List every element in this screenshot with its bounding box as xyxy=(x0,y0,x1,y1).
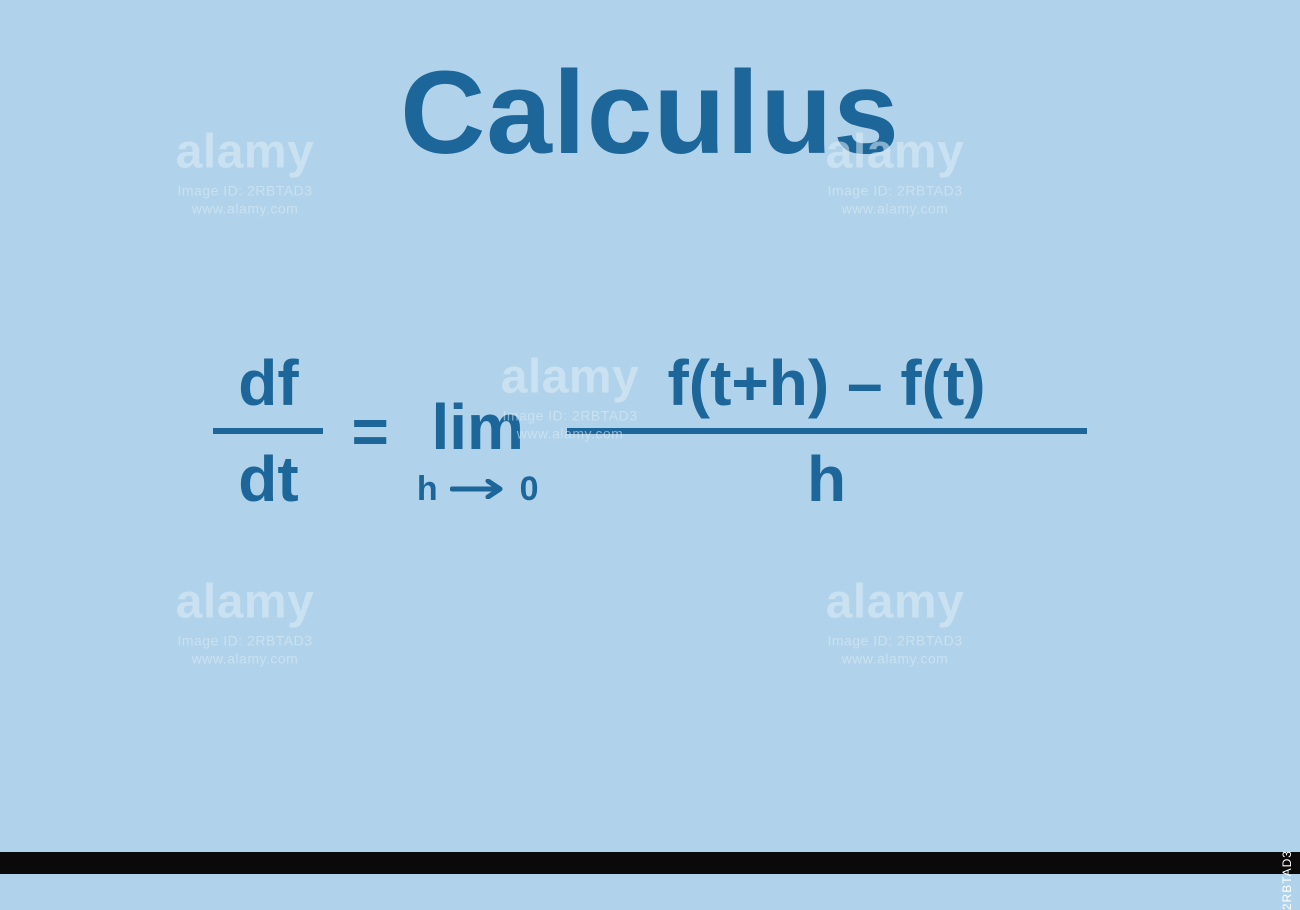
left-denominator: dt xyxy=(238,442,298,516)
footer-bar xyxy=(0,852,1300,874)
derivative-formula: df dt = lim h 0 f(t+h) – f(t) h xyxy=(213,346,1086,516)
watermark: alamyImage ID: 2RBTAD3 www.alamy.com xyxy=(826,123,965,218)
right-fraction-bar xyxy=(567,428,1087,434)
left-fraction: df dt xyxy=(213,346,323,516)
watermark-sub: Image ID: 2RBTAD3 www.alamy.com xyxy=(826,183,965,218)
watermark: alamyImage ID: 2RBTAD3 www.alamy.com xyxy=(501,348,640,443)
watermark: alamyImage ID: 2RBTAD3 www.alamy.com xyxy=(826,573,965,668)
equals-sign: = xyxy=(351,394,388,468)
watermark-sub: Image ID: 2RBTAD3 www.alamy.com xyxy=(176,633,315,668)
watermark-sub: Image ID: 2RBTAD3 www.alamy.com xyxy=(501,408,640,443)
left-fraction-bar xyxy=(213,428,323,434)
left-numerator: df xyxy=(238,346,298,420)
right-numerator: f(t+h) – f(t) xyxy=(667,346,985,420)
watermark: alamyImage ID: 2RBTAD3 www.alamy.com xyxy=(176,123,315,218)
limit-var: h xyxy=(417,470,438,509)
right-denominator: h xyxy=(807,442,846,516)
watermark-logo: alamy xyxy=(501,348,640,408)
watermark-sub: Image ID: 2RBTAD3 www.alamy.com xyxy=(176,183,315,218)
arrow-right-icon xyxy=(450,479,508,499)
watermark-sub: Image ID: 2RBTAD3 www.alamy.com xyxy=(826,633,965,668)
corner-image-id: 2RBTAD3 xyxy=(1280,850,1294,910)
right-fraction: f(t+h) – f(t) h xyxy=(567,346,1087,516)
watermark-logo: alamy xyxy=(176,573,315,633)
watermark-logo: alamy xyxy=(176,123,315,183)
watermark-logo: alamy xyxy=(826,123,965,183)
watermark: alamyImage ID: 2RBTAD3 www.alamy.com xyxy=(176,573,315,668)
watermark-logo: alamy xyxy=(826,573,965,633)
limit-subscript: h 0 xyxy=(417,470,539,509)
limit-target: 0 xyxy=(520,470,539,509)
